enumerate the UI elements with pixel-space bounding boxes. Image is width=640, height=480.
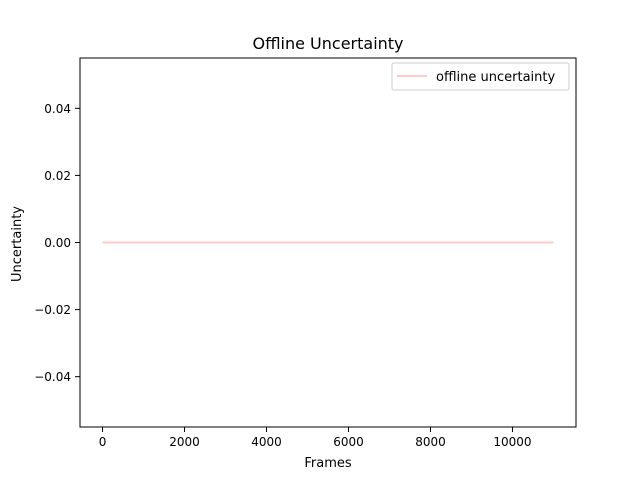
y-tick-label: −0.02 xyxy=(34,303,71,317)
y-tick-label: −0.04 xyxy=(34,370,71,384)
y-axis-label: Uncertainty xyxy=(10,206,25,282)
x-tick-label: 8000 xyxy=(415,435,446,449)
plot-area: 0 2000 4000 6000 8000 10000 −0.04 −0.02 0.00 0.02… xyxy=(34,57,577,449)
y-tick-label: 0.04 xyxy=(44,102,71,116)
x-axis-label: Frames xyxy=(304,456,352,471)
legend-label: offline uncertainty xyxy=(436,70,555,85)
x-tick-label: 10000 xyxy=(493,435,531,449)
y-tick-label: 0.00 xyxy=(44,236,71,250)
x-tick-label: 2000 xyxy=(169,435,200,449)
legend: offline uncertainty xyxy=(391,62,570,91)
x-tick-label: 6000 xyxy=(333,435,364,449)
legend-box xyxy=(391,62,570,91)
chart-title: Offline Uncertainty xyxy=(252,34,403,53)
x-tick-label: 4000 xyxy=(251,435,282,449)
x-tick-label: 0 xyxy=(99,435,107,449)
y-tick-label: 0.02 xyxy=(44,169,71,183)
